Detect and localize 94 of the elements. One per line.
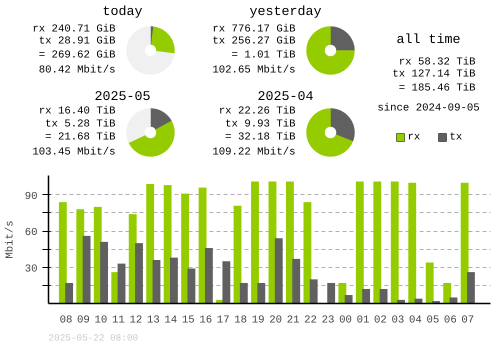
text: 102.65 Mbit/s <box>212 64 296 76</box>
bar <box>460 182 469 304</box>
bar <box>240 282 248 304</box>
bar <box>234 206 242 304</box>
text: 103.45 Mbit/s <box>32 146 116 158</box>
y-tick-label: 30 <box>24 263 38 276</box>
text: all time <box>396 33 461 48</box>
x-tick-label: 16 <box>199 314 212 326</box>
x-tick-label: 21 <box>286 314 300 326</box>
bar <box>152 260 160 304</box>
bar <box>467 272 475 304</box>
x-tick-label: 20 <box>269 314 282 326</box>
x-tick-label: 09 <box>77 314 90 326</box>
legend-label: rx <box>408 132 420 144</box>
text: = 185.46 TiB <box>398 82 476 94</box>
text: = 269.62 GiB <box>38 50 116 62</box>
bar <box>181 194 190 304</box>
bar <box>170 258 178 304</box>
x-tick-label: 08 <box>60 314 72 326</box>
bar <box>443 282 452 304</box>
bar <box>82 236 91 304</box>
bar <box>100 242 108 304</box>
y-tick-label: 90 <box>24 190 38 203</box>
bar <box>198 188 207 304</box>
text: rx 776.17 GiB <box>212 24 296 36</box>
x-tick-label: 00 <box>339 314 352 326</box>
bar <box>274 238 283 304</box>
x-tick-label: 02 <box>374 314 387 326</box>
bar <box>426 262 434 304</box>
text: = 21.68 TiB <box>45 132 116 144</box>
bar <box>222 261 230 304</box>
text: rx 16.40 TiB <box>38 106 116 118</box>
chart-title: today <box>102 5 143 20</box>
text: rx 58.32 TiB <box>398 56 476 68</box>
x-tick-label: 06 <box>444 314 457 326</box>
bar <box>251 182 259 304</box>
bar <box>373 182 382 304</box>
x-tick-label: 01 <box>356 314 370 326</box>
text: since 2024-09-05 <box>377 102 480 114</box>
text: rx 22.26 TiB <box>218 106 296 118</box>
x-tick-label: 14 <box>164 314 178 326</box>
x-tick-label: 23 <box>322 314 334 326</box>
text: tx 127.14 TiB <box>392 68 476 80</box>
bar <box>327 282 336 304</box>
bar <box>414 298 422 304</box>
x-tick-label: 04 <box>408 314 422 326</box>
chart-title: 2025-05 <box>94 90 151 105</box>
x-tick-label: 07 <box>461 314 474 326</box>
x-tick-label: 11 <box>112 314 125 326</box>
bar <box>164 185 172 304</box>
bar <box>135 243 143 304</box>
bar <box>408 182 416 304</box>
text: tx 256.27 GiB <box>212 36 296 48</box>
text: = 1.01 TiB <box>232 50 296 62</box>
bar <box>118 264 126 304</box>
chart-title: yesterday <box>250 5 322 20</box>
x-tick-label: 03 <box>392 314 404 326</box>
bar <box>58 202 67 304</box>
bar <box>146 184 154 304</box>
text: 109.22 Mbit/s <box>212 146 296 158</box>
bar <box>390 182 399 304</box>
bar <box>362 289 370 304</box>
x-tick-label: 18 <box>234 314 248 326</box>
bar <box>187 268 196 304</box>
bar <box>303 202 312 304</box>
x-tick-label: 13 <box>146 314 160 326</box>
x-tick-label: 05 <box>426 314 440 326</box>
bar <box>292 258 300 304</box>
x-tick-label: 22 <box>304 314 317 326</box>
x-tick-label: 12 <box>129 314 142 326</box>
bar <box>380 289 388 304</box>
x-tick-label: 15 <box>182 314 195 326</box>
x-tick-label: 17 <box>216 314 230 326</box>
legend-label: tx <box>450 132 462 144</box>
chart-title: 2025-04 <box>258 90 314 105</box>
bar <box>268 182 276 304</box>
text: 80.42 Mbit/s <box>38 64 116 76</box>
text: tx 5.28 TiB <box>45 118 116 130</box>
text: tx 28.91 GiB <box>38 36 116 48</box>
bar <box>310 279 318 304</box>
y-tick-label: 60 <box>24 227 38 240</box>
bar <box>286 182 294 304</box>
bar <box>344 295 353 304</box>
bar <box>356 182 364 304</box>
text: tx 9.93 TiB <box>225 118 296 130</box>
bar <box>257 282 266 304</box>
text: rx 240.71 GiB <box>32 24 116 36</box>
y-axis-title: Mbit/s <box>4 220 17 259</box>
x-tick-label: 10 <box>94 314 108 326</box>
text: = 32.18 TiB <box>225 132 296 144</box>
x-tick-label: 19 <box>252 314 265 326</box>
bar <box>65 282 74 304</box>
bar <box>204 248 213 304</box>
bar <box>450 297 458 304</box>
